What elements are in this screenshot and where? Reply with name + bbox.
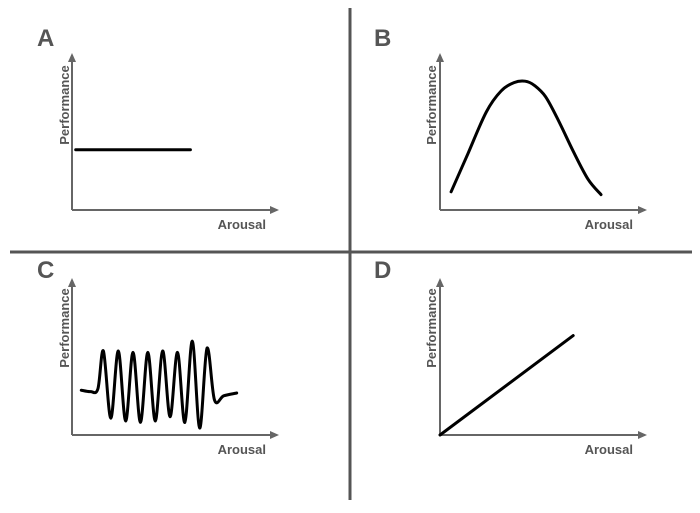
panels: APerformanceArousalBPerformanceArousalCP… [37,25,647,457]
series-line [438,334,575,437]
y-axis-label: Performance [57,288,72,367]
panel-label: A [37,25,54,52]
x-axis-label: Arousal [585,217,633,232]
y-axis-label: Performance [424,288,439,367]
panel-b: B Performance Arousal [374,25,647,232]
panel-label: C [37,257,54,284]
x-axis-arrow [638,206,647,214]
y-axis-label: Performance [57,65,72,144]
x-axis-arrow [270,206,279,214]
x-axis-arrow [638,431,647,439]
panel-label: B [374,25,391,52]
panel-label: D [374,257,391,284]
y-axis-label: Performance [424,65,439,144]
panel-d: D Performance Arousal [374,257,647,457]
series-line [79,339,239,430]
y-axis-arrow [436,278,444,287]
x-axis-arrow [270,431,279,439]
x-axis-label: Arousal [218,442,266,457]
y-axis-arrow [68,53,76,62]
x-axis-label: Arousal [585,442,633,457]
series-line [449,79,603,197]
x-axis-label: Arousal [218,217,266,232]
y-axis-arrow [68,278,76,287]
y-axis-arrow [436,53,444,62]
